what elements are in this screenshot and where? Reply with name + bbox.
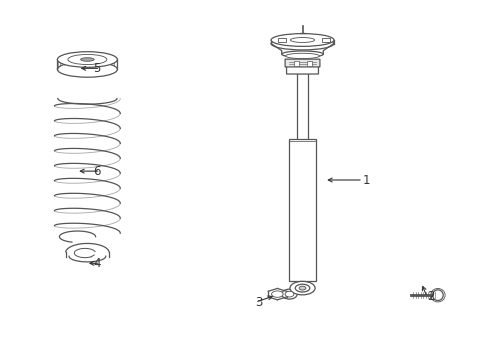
FancyBboxPatch shape — [285, 59, 319, 67]
Ellipse shape — [270, 33, 333, 46]
Text: 5: 5 — [93, 62, 100, 75]
Text: 6: 6 — [93, 165, 100, 177]
Bar — [278, 37, 285, 42]
Bar — [321, 37, 329, 42]
Ellipse shape — [285, 53, 319, 59]
Ellipse shape — [68, 54, 107, 64]
Ellipse shape — [57, 62, 117, 77]
Ellipse shape — [290, 37, 314, 42]
Ellipse shape — [270, 37, 333, 50]
Ellipse shape — [289, 282, 314, 295]
Ellipse shape — [81, 58, 94, 61]
Bar — [297, 73, 307, 141]
Bar — [293, 61, 298, 66]
Ellipse shape — [57, 52, 117, 67]
Text: 2: 2 — [427, 291, 434, 303]
Ellipse shape — [281, 289, 297, 299]
Bar — [307, 61, 311, 66]
Ellipse shape — [295, 284, 309, 292]
Ellipse shape — [281, 51, 323, 57]
Bar — [288, 139, 315, 281]
Text: 4: 4 — [93, 257, 100, 270]
Text: 1: 1 — [362, 174, 370, 186]
Ellipse shape — [432, 290, 442, 301]
Text: 3: 3 — [255, 296, 262, 309]
FancyBboxPatch shape — [286, 66, 318, 74]
Ellipse shape — [271, 291, 283, 297]
Ellipse shape — [299, 286, 305, 290]
Ellipse shape — [285, 291, 293, 297]
Ellipse shape — [430, 288, 444, 302]
